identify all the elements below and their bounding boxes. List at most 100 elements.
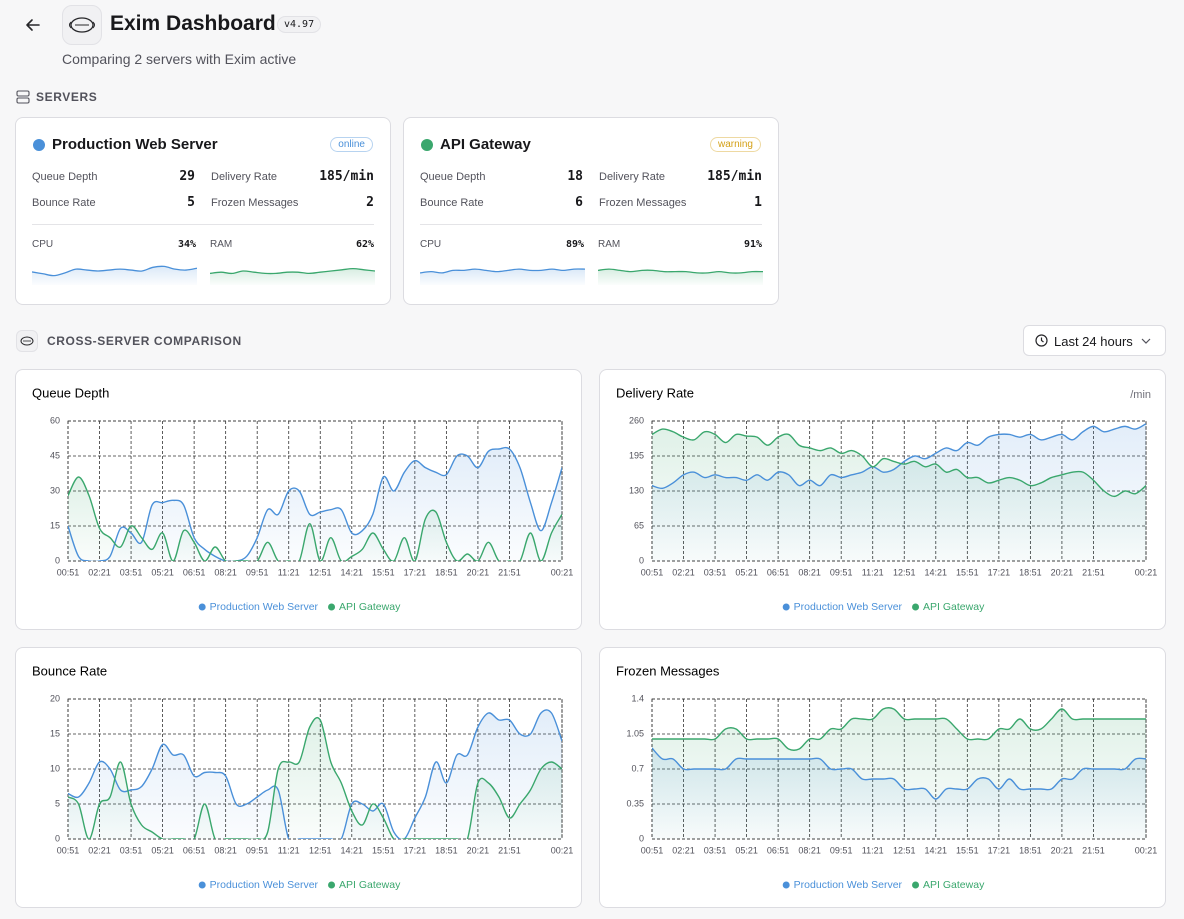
x-tick-label: 09:51 — [246, 567, 269, 577]
y-tick-label: 0.35 — [626, 798, 644, 808]
x-tick-label: 00:51 — [641, 567, 664, 577]
y-tick-label: 15 — [50, 728, 60, 738]
series-area — [652, 429, 1146, 561]
series-group — [652, 423, 1146, 561]
legend-swatch — [782, 881, 790, 889]
metric-label: Delivery Rate — [211, 171, 278, 183]
server-name: Production Web Server — [52, 136, 218, 153]
title: Exim Dashboard — [110, 12, 276, 35]
server-name: API Gateway — [440, 136, 531, 153]
x-tick-label: 21:51 — [1082, 845, 1105, 855]
x-tick-label: 02:21 — [672, 567, 695, 577]
metric-value: 2 — [366, 195, 374, 210]
x-tick-label: 18:51 — [1019, 845, 1042, 855]
chart-card: Frozen Messages 0 0.35 0.7 1.05 1.4 00:51 02:21… — [599, 647, 1166, 908]
series-line — [652, 747, 1146, 800]
series-line — [652, 428, 1146, 498]
x-tick-label: 21:51 — [498, 567, 521, 577]
sparkline-area — [210, 268, 375, 285]
x-tick-label: 21:51 — [498, 845, 521, 855]
x-tick-label: 11:21 — [278, 567, 300, 577]
usage-label: RAM — [598, 239, 621, 250]
subtitle: Comparing 2 servers with Exim active — [62, 51, 297, 67]
x-tick-label: 05:21 — [735, 567, 758, 577]
legend-swatch — [328, 881, 336, 889]
y-tick-label: 15 — [50, 520, 60, 530]
chart: Bounce Rate 0 5 10 15 20 00:51 02:21 03:51 05:21 0… — [32, 663, 574, 891]
y-tick-label: 0.7 — [631, 763, 644, 773]
servers-icon — [16, 90, 30, 104]
version-badge: v4.97 — [277, 16, 322, 33]
metric-value: 185/min — [707, 169, 762, 184]
logo-icon — [69, 17, 95, 33]
usage-label: CPU — [32, 239, 54, 250]
x-tick-label: 18:51 — [435, 567, 458, 577]
x-tick-label: 00:51 — [57, 845, 80, 855]
x-tick-label: 14:21 — [925, 567, 948, 577]
x-tick-label: 00:21 — [1135, 567, 1158, 577]
chart-card: Queue Depth 0 15 30 45 60 00:51 02:21 03:51 05:21… — [15, 369, 582, 630]
series-line — [652, 423, 1146, 490]
y-tick-label: 5 — [55, 798, 60, 808]
x-tick-label: 08:21 — [214, 845, 237, 855]
x-tick-label: 00:51 — [57, 567, 80, 577]
x-tick-label: 18:51 — [435, 845, 458, 855]
chart-card: Bounce Rate 0 5 10 15 20 00:51 02:21 03:51 05:21 0… — [15, 647, 582, 908]
x-tick-label: 12:51 — [893, 567, 916, 577]
y-tick-label: 60 — [50, 415, 60, 425]
x-tick-label: 15:51 — [956, 845, 979, 855]
x-tick-label: 08:21 — [798, 845, 821, 855]
server-card: Production Web Server online Queue Depth 29… — [15, 117, 391, 305]
chart-title: Frozen Messages — [616, 663, 720, 678]
legend-label: API Gateway — [923, 879, 985, 891]
status-dot — [421, 139, 433, 151]
x-tick-label: 09:51 — [246, 845, 269, 855]
chart: Delivery Rate/min 0 65 130 195 260 00:51 02:21 0… — [616, 385, 1158, 612]
y-tick-label: 45 — [50, 450, 60, 460]
usage-label: RAM — [210, 239, 233, 250]
unit-label: /min — [1130, 389, 1151, 401]
x-tick-label: 02:21 — [88, 567, 111, 577]
metric-value: 185/min — [319, 169, 374, 184]
sparkline — [210, 267, 375, 285]
x-tick-label: 20:21 — [467, 567, 490, 577]
chart: Frozen Messages 0 0.35 0.7 1.05 1.4 00:51 02:21… — [616, 663, 1157, 891]
metric-value: 1 — [754, 195, 762, 210]
sparkline-area — [598, 269, 763, 285]
metric-label: Queue Depth — [420, 171, 486, 183]
x-tick-label: 17:21 — [404, 567, 427, 577]
status-badge: warning — [709, 137, 761, 152]
series-area — [68, 477, 562, 561]
chevron-icon — [1141, 338, 1151, 344]
y-tick-label: 0 — [55, 555, 60, 565]
comparison-icon — [16, 330, 38, 352]
legend-swatch — [198, 603, 206, 611]
legend-swatch — [328, 603, 336, 611]
x-tick-label: 11:21 — [862, 567, 884, 577]
chart-title: Delivery Rate — [616, 385, 694, 400]
back-button[interactable] — [24, 16, 42, 34]
chart-title: Bounce Rate — [32, 663, 107, 678]
legend-label: API Gateway — [339, 879, 401, 891]
sparkline-line — [32, 265, 197, 277]
metric-label: Frozen Messages — [599, 197, 687, 209]
series-group — [652, 707, 1146, 839]
time-range-select[interactable]: Last 24 hours — [1023, 325, 1166, 356]
divider — [32, 224, 374, 225]
comparison-icon-glyph — [20, 336, 34, 346]
metric-label: Bounce Rate — [32, 197, 96, 209]
usage-value: 91% — [743, 239, 762, 250]
legend-swatch — [912, 603, 920, 611]
y-tick-label: 0 — [639, 555, 644, 565]
x-tick-label: 00:21 — [551, 567, 574, 577]
x-tick-label: 00:21 — [551, 845, 574, 855]
sparkline-line — [420, 268, 585, 274]
series-line — [652, 707, 1146, 751]
y-tick-label: 65 — [634, 520, 644, 530]
y-tick-label: 0 — [639, 833, 644, 843]
sparkline-line — [598, 268, 763, 274]
x-tick-label: 18:51 — [1019, 567, 1042, 577]
legend-swatch — [198, 881, 206, 889]
x-tick-label: 17:21 — [988, 567, 1011, 577]
